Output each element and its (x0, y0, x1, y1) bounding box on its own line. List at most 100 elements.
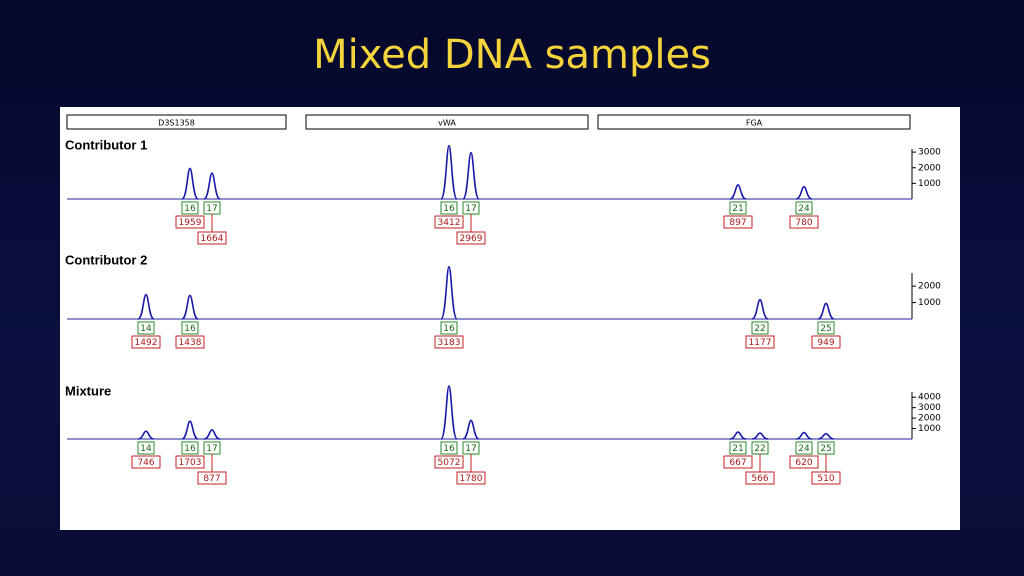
peak (137, 293, 155, 320)
height-label: 1492 (135, 338, 158, 348)
peak (462, 419, 480, 440)
height-label: 2969 (460, 234, 483, 244)
allele-box (795, 201, 813, 215)
allele-label: 24 (798, 204, 810, 214)
height-label: 949 (817, 338, 834, 348)
allele-label: 16 (443, 324, 455, 334)
height-box (456, 231, 486, 245)
allele-box (440, 201, 458, 215)
peak (729, 431, 747, 440)
locus-label: D3S1358 (158, 119, 195, 128)
height-label: 620 (795, 458, 812, 468)
allele-label: 25 (820, 444, 831, 454)
locus-label: FGA (746, 119, 763, 128)
peak (203, 429, 221, 440)
allele-box (181, 321, 199, 335)
allele-label: 17 (465, 204, 476, 214)
allele-label: 17 (206, 444, 217, 454)
height-box (131, 455, 161, 469)
height-box (456, 471, 486, 485)
peak (181, 294, 199, 320)
height-label: 746 (137, 458, 154, 468)
peak (795, 431, 813, 440)
allele-box (729, 441, 747, 455)
y-tick-label: 1000 (918, 298, 941, 308)
allele-label: 21 (732, 444, 743, 454)
height-box (789, 215, 819, 229)
peak (751, 298, 769, 320)
height-box (175, 215, 205, 229)
peak (462, 151, 480, 200)
y-tick-label: 1000 (918, 179, 941, 189)
y-tick-label: 3000 (918, 403, 941, 413)
allele-label: 17 (465, 444, 476, 454)
height-box (723, 455, 753, 469)
height-label: 5072 (438, 458, 461, 468)
allele-box (440, 321, 458, 335)
allele-box (817, 321, 835, 335)
allele-box (181, 201, 199, 215)
allele-box (137, 441, 155, 455)
allele-label: 16 (443, 444, 455, 454)
peak (440, 385, 458, 440)
allele-label: 25 (820, 324, 831, 334)
peak (751, 432, 769, 440)
allele-label: 22 (754, 444, 765, 454)
y-tick-label: 2000 (918, 163, 941, 173)
locus-box (597, 114, 911, 130)
allele-box (181, 441, 199, 455)
y-tick-label: 2000 (918, 282, 941, 292)
height-box (434, 455, 464, 469)
allele-label: 24 (798, 444, 810, 454)
panel-title: Contributor 2 (65, 252, 147, 267)
height-box (434, 215, 464, 229)
allele-label: 16 (184, 204, 196, 214)
allele-box (137, 321, 155, 335)
height-box (434, 335, 464, 349)
allele-box (440, 441, 458, 455)
height-label: 566 (751, 474, 768, 484)
locus-box (66, 114, 287, 130)
peak (795, 186, 813, 200)
height-label: 1177 (749, 338, 772, 348)
peak (181, 167, 199, 200)
height-label: 667 (729, 458, 746, 468)
height-box (197, 231, 227, 245)
height-label: 897 (729, 218, 746, 228)
height-label: 3412 (438, 218, 461, 228)
allele-label: 22 (754, 324, 765, 334)
peak (181, 420, 199, 440)
height-box (811, 335, 841, 349)
y-tick-label: 1000 (918, 424, 941, 434)
height-label: 1959 (179, 218, 202, 228)
height-box (723, 215, 753, 229)
panel-title: Mixture (65, 383, 111, 398)
height-label: 780 (795, 218, 812, 228)
allele-label: 14 (140, 324, 152, 334)
height-box (745, 335, 775, 349)
peak (203, 172, 221, 200)
height-label: 1780 (460, 474, 483, 484)
peak (137, 430, 155, 440)
peak (440, 144, 458, 200)
locus-label: vWA (438, 119, 456, 128)
height-box (811, 471, 841, 485)
slide-title: Mixed DNA samples (313, 32, 711, 78)
y-tick-label: 2000 (918, 414, 941, 424)
height-box (175, 335, 205, 349)
height-label: 1703 (179, 458, 202, 468)
allele-label: 16 (184, 444, 196, 454)
allele-label: 21 (732, 204, 743, 214)
height-box (175, 455, 205, 469)
peak (440, 265, 458, 320)
height-box (789, 455, 819, 469)
height-label: 1438 (179, 338, 202, 348)
height-box (131, 335, 161, 349)
locus-box (305, 114, 589, 130)
allele-box (795, 441, 813, 455)
allele-label: 17 (206, 204, 217, 214)
height-label: 1664 (201, 234, 224, 244)
panel-title: Contributor 1 (65, 137, 147, 152)
